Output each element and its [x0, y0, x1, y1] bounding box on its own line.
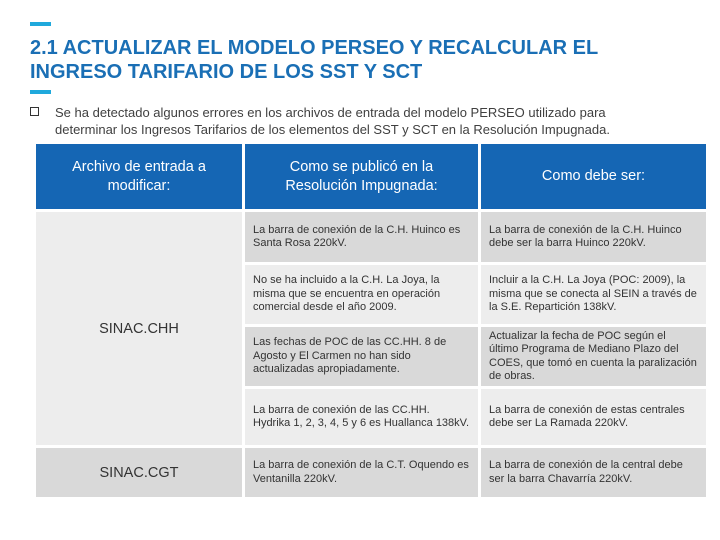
slide-title-line-2: INGRESO TARIFARIO DE LOS SST Y SCT — [30, 61, 423, 83]
title-underline-bar — [30, 90, 51, 94]
header-input-file: Archivo de entrada a modificar: — [36, 144, 242, 209]
group-cell-cgt — [36, 448, 242, 497]
slide-title-line-1: 2.1 ACTUALIZAR EL MODELO PERSEO Y RECALC… — [30, 37, 599, 59]
bullet-paragraph: Se ha detectado algunos errores en los a… — [30, 104, 700, 138]
table-row-1-published: La barra de conexión de la C.H. Huinco e… — [245, 212, 478, 262]
table-row-1-correct: La barra de conexión de la C.H. Huinco d… — [481, 212, 706, 262]
table-row-4-published: La barra de conexión de las CC.HH. Hydri… — [245, 389, 478, 445]
header-published-line-2: Resolución Impugnada: — [285, 177, 438, 194]
header-correct: Como debe ser: — [481, 144, 706, 209]
bullet-line-1: Se ha detectado algunos errores en los a… — [55, 105, 606, 120]
group-label-chh-text: SINAC.CHH — [99, 320, 179, 337]
header-input-file-line-2: modificar: — [107, 177, 171, 194]
group-label-cgt: SINAC.CGT — [36, 448, 242, 497]
table-row-4-correct: La barra de conexión de estas centrales … — [481, 389, 706, 445]
title-accent-bar — [30, 22, 51, 26]
table-row-5-published: La barra de conexión de la C.T. Oquendo … — [245, 448, 478, 497]
group-label-cgt-text: SINAC.CGT — [99, 464, 179, 481]
group-label-chh: SINAC.CHH — [36, 212, 242, 445]
header-published-line-1: Como se publicó en la — [289, 158, 434, 175]
table-row-2-published: No se ha incluido a la C.H. La Joya, la … — [245, 265, 478, 324]
table-row-3-correct: Actualizar la fecha de POC según el últi… — [481, 327, 706, 386]
group-cell-chh — [36, 212, 242, 445]
header-input-file-line-1: Archivo de entrada a — [72, 158, 206, 175]
square-bullet-icon — [30, 107, 39, 116]
table-row-5-correct: La barra de conexión de la central debe … — [481, 448, 706, 497]
slide-title: 2.1 ACTUALIZAR EL MODELO PERSEO Y RECALC… — [30, 36, 700, 84]
table-row-2-correct: Incluir a la C.H. La Joya (POC: 2009), l… — [481, 265, 706, 324]
header-published: Como se publicó en la Resolución Impugna… — [245, 144, 478, 209]
table-row-3-published: Las fechas de POC de las CC.HH. 8 de Ago… — [245, 327, 478, 386]
bullet-line-2: determinar los Ingresos Tarifarios de lo… — [55, 122, 610, 137]
